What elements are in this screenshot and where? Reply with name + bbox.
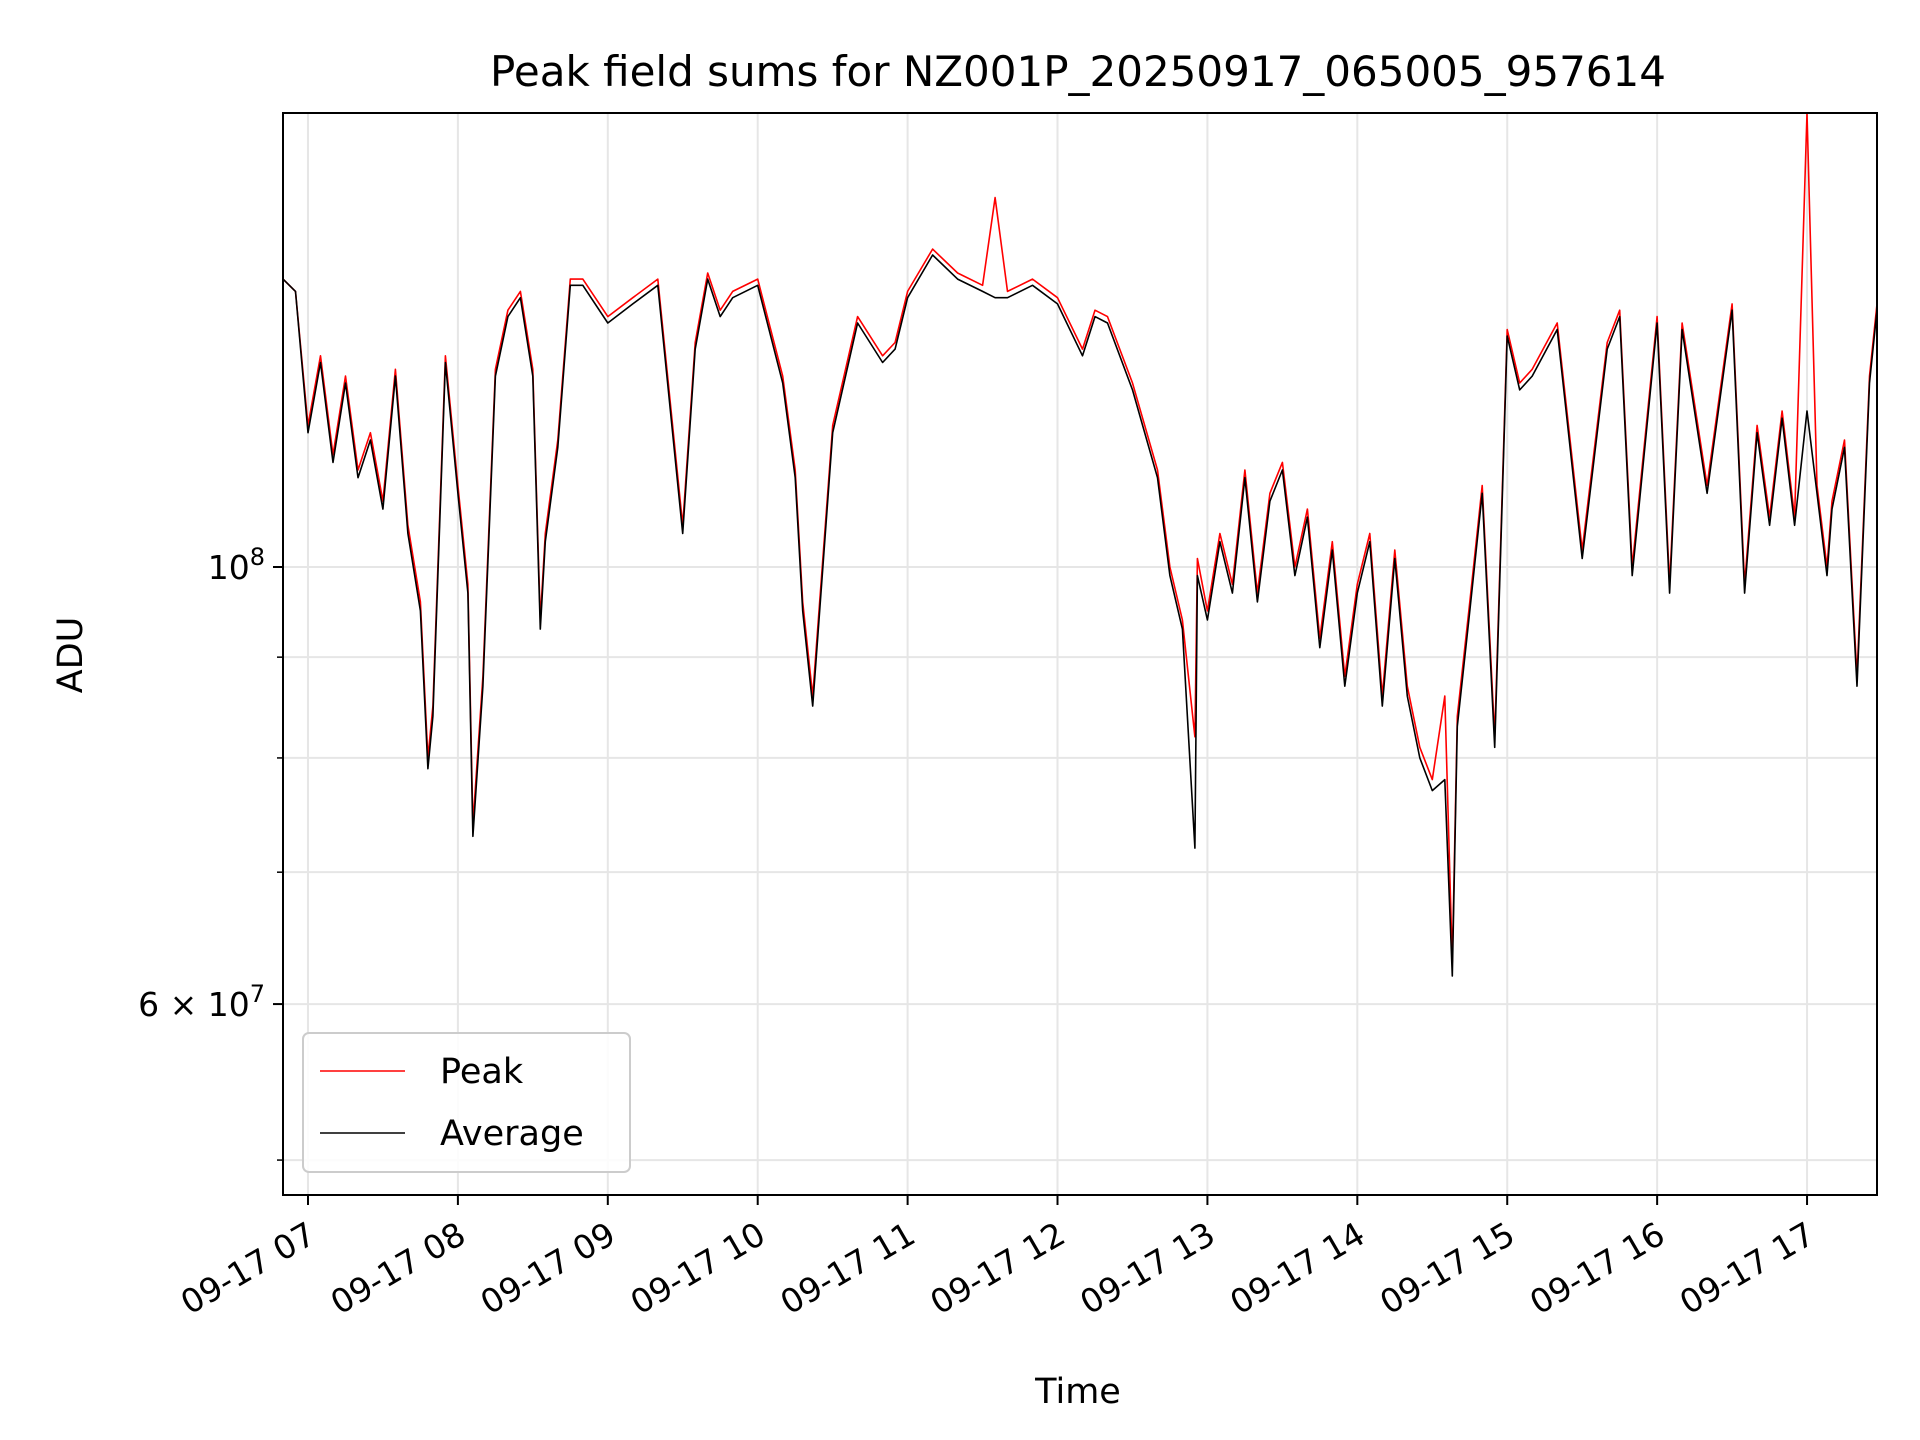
y-tick-label: 6 × 107 <box>138 980 265 1024</box>
y-tick-label: 108 <box>208 543 265 587</box>
legend-peak-label: Peak <box>440 1052 524 1092</box>
legend: Peak Average <box>302 1032 631 1173</box>
chart-title: Peak field sums for NZ001P_20250917_0650… <box>490 47 1666 96</box>
series-layer <box>282 112 1878 977</box>
y-tick-label-exponent: 7 <box>250 980 265 1008</box>
x-axis-label: Time <box>1034 1372 1121 1412</box>
y-axis: 108 6 × 107 <box>138 543 283 1161</box>
legend-box <box>302 1032 631 1173</box>
series-line-average <box>282 254 1878 977</box>
grid <box>283 113 1877 1195</box>
y-tick-label-base: 10 <box>208 548 250 587</box>
legend-average-label: Average <box>440 1114 584 1154</box>
plot-frame <box>282 112 1878 1196</box>
y-axis-label: ADU <box>51 617 91 694</box>
y-tick-label-exponent: 8 <box>250 543 265 571</box>
y-tick-label-base: 6 × 10 <box>138 985 250 1024</box>
